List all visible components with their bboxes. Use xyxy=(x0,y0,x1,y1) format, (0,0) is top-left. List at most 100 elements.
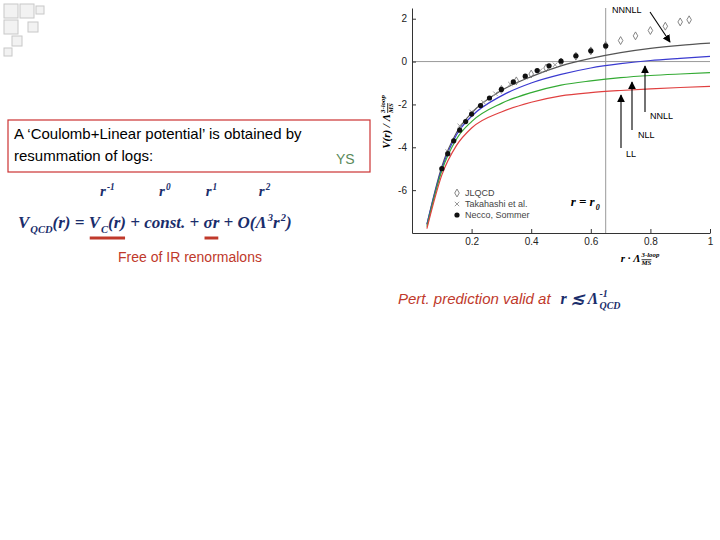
data-point xyxy=(523,74,528,79)
validity-text: Pert. prediction valid at xyxy=(398,290,551,307)
validity-term-sup: -1 xyxy=(599,288,607,299)
order-label: r1 xyxy=(206,182,218,199)
data-point xyxy=(603,42,608,50)
formula-term: + xyxy=(185,213,203,232)
logo-square xyxy=(4,4,18,18)
data-point xyxy=(445,151,450,156)
y-label-text: V(r) / Λ xyxy=(380,114,393,149)
order-term: r xyxy=(206,183,212,199)
data-point xyxy=(678,18,683,26)
formula: VQCD(r) = VC(r) + const. + σr + O(Λ3r2) xyxy=(18,212,292,235)
overline xyxy=(642,259,652,260)
validity-term-sub: QCD xyxy=(599,300,620,311)
legend-label: JLQCD xyxy=(465,188,495,198)
order-term-sup: 0 xyxy=(166,182,171,192)
data-point xyxy=(487,95,492,100)
data-point xyxy=(499,87,504,92)
series-label: NLL xyxy=(638,130,655,140)
data-point xyxy=(559,58,564,66)
series-line xyxy=(427,56,710,224)
x-label-text-sup: 3-loop xyxy=(641,251,660,258)
x-tick-label: 0.6 xyxy=(584,236,598,247)
series-line xyxy=(427,86,710,228)
data-point xyxy=(535,68,540,73)
order-label: r-1 xyxy=(100,182,115,199)
order-term-sup: 1 xyxy=(213,182,218,192)
underline xyxy=(205,237,219,240)
data-point xyxy=(687,16,692,24)
overline xyxy=(387,103,388,113)
x-tick-label: 0.4 xyxy=(525,236,539,247)
formula-term: σr xyxy=(204,213,220,232)
data-point xyxy=(546,63,551,68)
y-tick: 0 xyxy=(401,56,416,67)
formula-term: const. xyxy=(144,213,185,232)
y-axis: -6 -4 -2 0 2 xyxy=(398,9,416,234)
box-text: A ‘Coulomb+Linear potential’ is obtained… xyxy=(14,125,302,142)
x-tick: 0.2 xyxy=(465,229,479,247)
order-term-sup: 2 xyxy=(265,182,271,192)
data-point xyxy=(574,52,579,60)
label-arrow xyxy=(650,12,670,42)
data-point xyxy=(457,128,462,133)
order-term: r xyxy=(259,183,265,199)
reference-label-text: r = r xyxy=(571,194,596,209)
box-text: resummation of logs: xyxy=(14,147,153,164)
y-tick-mark xyxy=(412,190,416,191)
series-line xyxy=(427,43,710,224)
series-line xyxy=(427,73,710,227)
formula-term: V xyxy=(18,213,31,232)
y-label-text-sup: 3-loop xyxy=(379,95,386,114)
legend-marker xyxy=(455,202,459,206)
data-point xyxy=(493,92,497,96)
x-tick: 0.4 xyxy=(525,229,539,247)
y-tick: -6 xyxy=(398,185,416,196)
y-label-text-sub: MS xyxy=(387,103,394,114)
data-point xyxy=(663,22,668,30)
plot-area xyxy=(427,16,710,229)
y-tick-label: -4 xyxy=(398,142,407,153)
label-arrow xyxy=(620,95,621,148)
y-tick-label: -6 xyxy=(398,185,407,196)
x-axis-line xyxy=(413,233,711,234)
box-tag: YS xyxy=(336,151,355,167)
data-point xyxy=(463,119,468,124)
data-point xyxy=(457,124,461,128)
order-term: r xyxy=(159,183,165,199)
y-axis-label: V(r) / Λ3-loopMS xyxy=(379,95,394,149)
series-label: LL xyxy=(626,149,636,159)
y-tick-label: -2 xyxy=(398,99,407,110)
legend: JLQCDTakahashi et al.Necco, Sommer xyxy=(454,188,529,220)
data-point xyxy=(451,138,456,143)
y-tick-label: 0 xyxy=(401,56,407,67)
y-tick-label: 2 xyxy=(401,13,407,24)
y-tick: -4 xyxy=(398,142,416,153)
data-point xyxy=(499,85,504,93)
slide-canvas: A ‘Coulomb+Linear potential’ is obtained… xyxy=(0,0,720,540)
x-tick-mark xyxy=(710,229,711,233)
formula-term: + xyxy=(126,213,144,232)
data-point xyxy=(648,27,653,35)
formula-term: V xyxy=(89,213,102,232)
order-label: r2 xyxy=(259,182,271,199)
label-arrow xyxy=(631,82,632,130)
formula-term: (r) xyxy=(108,213,126,232)
x-label-text-sub: MS xyxy=(641,259,652,266)
y-tick-mark xyxy=(412,62,416,63)
x-tick-mark xyxy=(531,229,532,233)
y-tick-mark xyxy=(412,104,416,105)
note: Free of IR renormalons xyxy=(118,249,262,265)
formula-term: + xyxy=(219,213,237,232)
y-tick-mark xyxy=(412,19,416,20)
x-tick-mark xyxy=(472,229,473,233)
slide-root: A ‘Coulomb+Linear potential’ is obtained… xyxy=(0,0,720,540)
logo-square xyxy=(4,48,12,56)
reference-label: r = r0 xyxy=(571,194,600,212)
data-point xyxy=(618,37,623,45)
x-tick-label: 1 xyxy=(708,236,714,247)
x-tick: 0.8 xyxy=(644,229,658,247)
y-axis-line xyxy=(412,9,413,234)
data-point xyxy=(633,32,638,40)
chart: 0.20.40.60.81-6-4-202r = r0NNNLLNNLLNLLL… xyxy=(379,5,713,266)
data-point xyxy=(439,166,444,171)
